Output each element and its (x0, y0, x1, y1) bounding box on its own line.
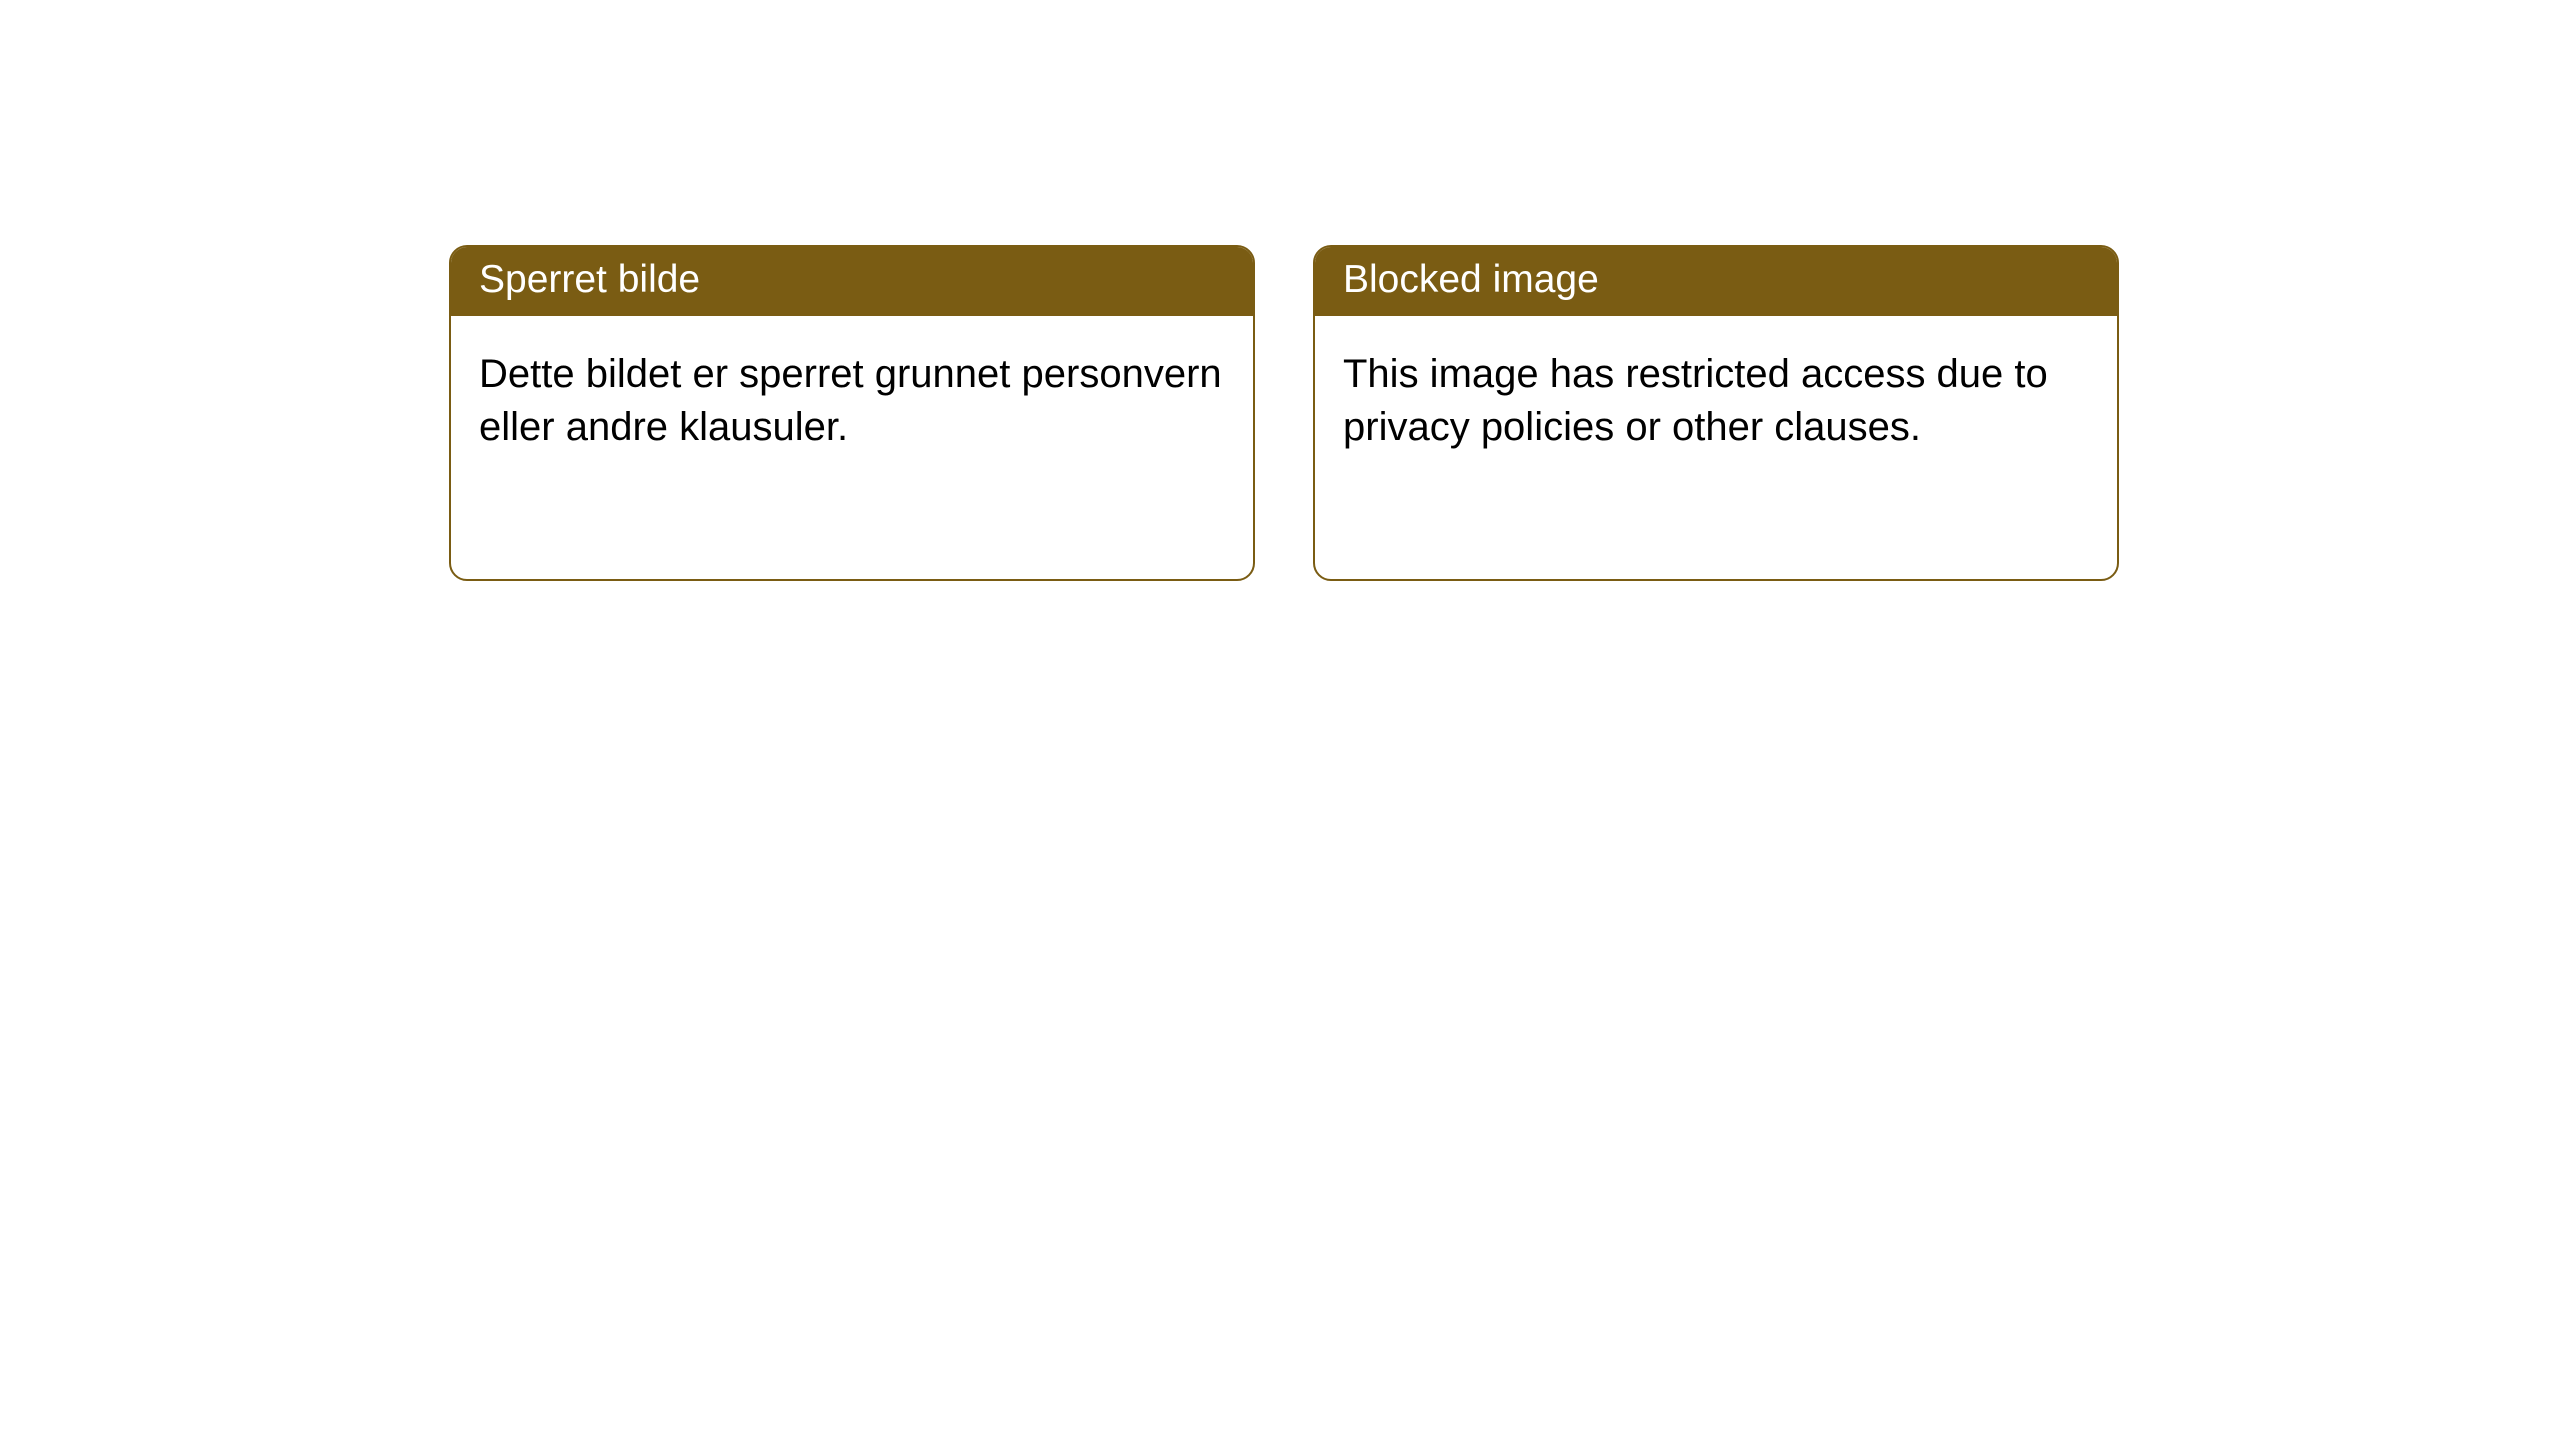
card-body: Dette bildet er sperret grunnet personve… (451, 316, 1253, 486)
card-title: Sperret bilde (479, 258, 700, 301)
card-header: Blocked image (1315, 247, 2117, 316)
card-body-text: Dette bildet er sperret grunnet personve… (479, 352, 1222, 449)
card-body-text: This image has restricted access due to … (1343, 352, 2048, 449)
card-title: Blocked image (1343, 258, 1599, 301)
card-body: This image has restricted access due to … (1315, 316, 2117, 486)
card-header: Sperret bilde (451, 247, 1253, 316)
notice-card-norwegian: Sperret bilde Dette bildet er sperret gr… (449, 245, 1255, 581)
notice-container: Sperret bilde Dette bildet er sperret gr… (0, 0, 2560, 581)
notice-card-english: Blocked image This image has restricted … (1313, 245, 2119, 581)
